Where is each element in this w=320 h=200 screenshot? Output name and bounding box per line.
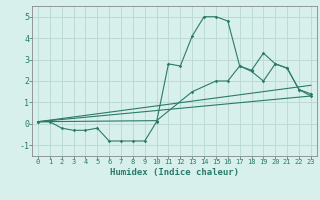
- X-axis label: Humidex (Indice chaleur): Humidex (Indice chaleur): [110, 168, 239, 177]
